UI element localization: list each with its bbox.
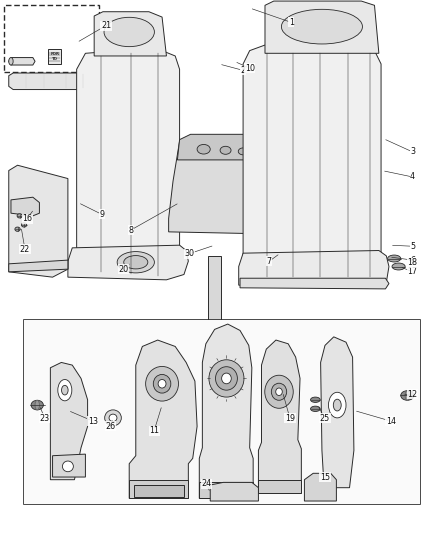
Polygon shape (9, 165, 68, 277)
Text: 18: 18 (408, 259, 417, 267)
Polygon shape (258, 340, 301, 493)
Polygon shape (169, 136, 263, 233)
Ellipse shape (311, 397, 320, 402)
Text: FOR
TO: FOR TO (50, 52, 59, 61)
Polygon shape (199, 482, 253, 498)
Ellipse shape (31, 400, 43, 410)
Text: 14: 14 (386, 417, 396, 425)
Polygon shape (134, 485, 184, 497)
Ellipse shape (62, 461, 73, 472)
Ellipse shape (109, 414, 117, 422)
Polygon shape (177, 134, 262, 160)
Polygon shape (94, 12, 166, 56)
Ellipse shape (405, 391, 410, 400)
Polygon shape (129, 480, 188, 498)
Ellipse shape (388, 255, 401, 262)
Ellipse shape (333, 399, 341, 411)
Ellipse shape (215, 367, 237, 390)
Polygon shape (258, 480, 301, 493)
Polygon shape (199, 324, 253, 498)
Text: 3: 3 (410, 148, 415, 156)
Text: 10: 10 (245, 64, 254, 72)
Polygon shape (240, 278, 389, 289)
Polygon shape (50, 362, 88, 480)
Ellipse shape (21, 223, 27, 227)
Polygon shape (68, 245, 188, 280)
Text: 8: 8 (128, 226, 133, 235)
Ellipse shape (238, 148, 248, 155)
Text: 15: 15 (320, 473, 330, 481)
Polygon shape (11, 197, 39, 216)
Ellipse shape (328, 392, 346, 418)
Ellipse shape (271, 383, 287, 400)
Polygon shape (77, 48, 180, 277)
Polygon shape (9, 73, 99, 90)
Text: 22: 22 (20, 245, 30, 254)
Polygon shape (48, 49, 61, 64)
Polygon shape (208, 256, 221, 346)
Ellipse shape (265, 375, 293, 408)
Polygon shape (9, 58, 35, 65)
Ellipse shape (401, 391, 414, 400)
Ellipse shape (158, 379, 166, 388)
Ellipse shape (145, 367, 179, 401)
Ellipse shape (58, 379, 72, 401)
Polygon shape (304, 473, 336, 501)
Text: 23: 23 (39, 414, 50, 423)
Text: 20: 20 (118, 265, 129, 273)
Ellipse shape (276, 388, 283, 395)
Text: 19: 19 (285, 414, 295, 423)
Text: 2: 2 (240, 66, 246, 75)
Ellipse shape (197, 144, 210, 154)
Text: 30: 30 (184, 249, 194, 258)
Text: 16: 16 (22, 214, 32, 223)
Text: 25: 25 (320, 414, 330, 423)
Ellipse shape (105, 410, 121, 426)
Ellipse shape (17, 214, 22, 218)
Text: 6: 6 (410, 256, 415, 264)
Ellipse shape (117, 252, 154, 273)
Ellipse shape (9, 58, 13, 65)
Ellipse shape (15, 227, 20, 231)
Polygon shape (210, 482, 258, 501)
Text: 13: 13 (88, 417, 98, 425)
Polygon shape (9, 260, 68, 272)
Text: 5: 5 (410, 242, 415, 251)
Ellipse shape (35, 400, 39, 410)
Text: 24: 24 (201, 480, 212, 488)
Polygon shape (24, 320, 420, 504)
Polygon shape (265, 1, 379, 53)
Text: 11: 11 (149, 426, 159, 435)
Text: 4: 4 (410, 173, 415, 181)
Polygon shape (129, 340, 197, 498)
Ellipse shape (61, 385, 68, 395)
Ellipse shape (153, 374, 171, 393)
Ellipse shape (104, 17, 154, 47)
Polygon shape (53, 454, 85, 477)
Text: 17: 17 (407, 268, 418, 276)
Polygon shape (321, 337, 354, 488)
Ellipse shape (222, 373, 231, 384)
Text: 21: 21 (101, 21, 111, 30)
Bar (24, 320, 420, 504)
Bar (4, 5, 99, 72)
Polygon shape (239, 251, 389, 288)
Text: 9: 9 (99, 210, 104, 219)
Polygon shape (243, 43, 381, 282)
Ellipse shape (220, 147, 231, 155)
Ellipse shape (392, 263, 405, 270)
Ellipse shape (209, 360, 244, 397)
Text: 1: 1 (289, 18, 294, 27)
Ellipse shape (124, 255, 148, 269)
Text: 26: 26 (105, 422, 116, 431)
Ellipse shape (311, 406, 320, 411)
Text: 12: 12 (407, 390, 418, 399)
Ellipse shape (281, 9, 362, 44)
Text: 7: 7 (267, 257, 272, 265)
